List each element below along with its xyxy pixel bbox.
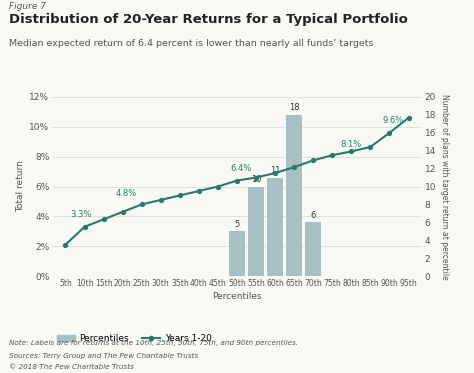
Text: 18: 18: [289, 103, 300, 112]
Text: 6: 6: [310, 211, 316, 220]
Text: Note: Labels are for returns at the 10th, 25th, 50th, 75th, and 90th percentiles: Note: Labels are for returns at the 10th…: [9, 339, 299, 345]
Text: 11: 11: [270, 166, 280, 175]
Legend: Percentiles, Years 1-20: Percentiles, Years 1-20: [53, 331, 215, 347]
X-axis label: Percentiles: Percentiles: [212, 292, 262, 301]
Text: Distribution of 20-Year Returns for a Typical Portfolio: Distribution of 20-Year Returns for a Ty…: [9, 13, 409, 26]
Text: 8.1%: 8.1%: [341, 140, 362, 149]
Text: Median expected return of 6.4 percent is lower than nearly all funds’ targets: Median expected return of 6.4 percent is…: [9, 39, 374, 48]
Y-axis label: Number of plans with target return at percentile: Number of plans with target return at pe…: [440, 94, 449, 279]
Bar: [305, 222, 321, 276]
Text: 3.3%: 3.3%: [70, 210, 91, 219]
Text: 6.4%: 6.4%: [230, 164, 251, 173]
Text: Sources: Terry Group and The Pew Charitable Trusts: Sources: Terry Group and The Pew Charita…: [9, 352, 199, 358]
Bar: [248, 186, 264, 276]
Y-axis label: Total return: Total return: [16, 160, 25, 213]
Text: 4.8%: 4.8%: [116, 189, 137, 198]
Text: 10: 10: [251, 175, 261, 184]
Bar: [267, 178, 283, 276]
Text: Figure 7: Figure 7: [9, 2, 46, 11]
Bar: [286, 115, 302, 276]
Text: 9.6%: 9.6%: [383, 116, 404, 125]
Text: © 2018 The Pew Charitable Trusts: © 2018 The Pew Charitable Trusts: [9, 364, 134, 370]
Bar: [229, 231, 245, 276]
Text: 5: 5: [234, 220, 240, 229]
